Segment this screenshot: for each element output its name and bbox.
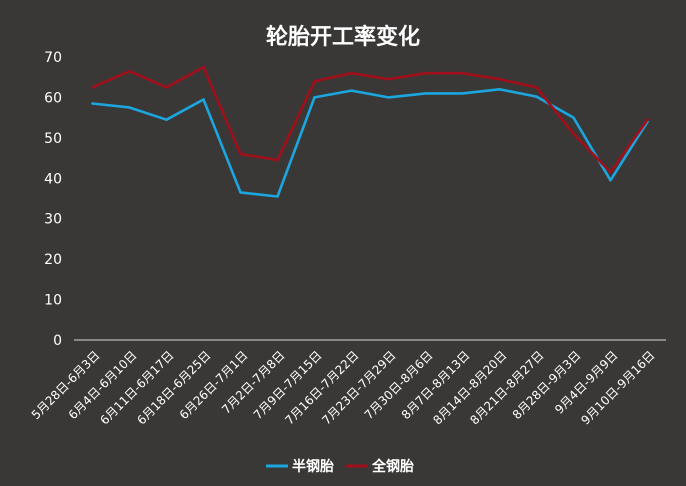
legend-label: 全钢胎 [371,458,414,475]
data-point [202,98,205,101]
data-point [535,86,538,89]
data-point [350,72,353,75]
data-point [572,116,575,119]
data-point [498,88,501,91]
y-axis: 0 10 20 30 40 50 60 70 [44,50,62,349]
y-tick-label: 70 [44,50,62,66]
data-point [350,89,353,92]
series-layer [91,65,649,198]
y-tick-label: 40 [44,171,62,187]
y-tick-label: 50 [44,131,62,147]
data-point [165,118,168,121]
y-tick-label: 60 [44,90,62,106]
data-point [572,132,575,135]
data-point [276,158,279,162]
y-tick-label: 0 [53,333,62,349]
data-point [91,102,94,105]
y-tick-label: 20 [44,252,62,268]
data-point [313,96,316,99]
data-point [387,96,390,99]
legend: 半钢胎 全钢胎 [266,458,414,475]
legend-label: 半钢胎 [292,458,334,475]
data-point [424,72,427,75]
data-point [535,95,538,98]
data-point [424,92,427,95]
data-point [91,86,94,89]
data-point [313,80,316,83]
data-point [498,78,501,81]
data-point [646,118,649,121]
data-point [165,86,168,89]
series-line-1 [91,88,649,198]
data-point [202,65,205,69]
series-line-2 [91,65,649,174]
data-point [128,70,131,73]
data-point [461,92,464,95]
chart-title: 轮胎开工率变化 [266,24,420,50]
y-tick-label: 30 [44,212,62,228]
data-point [609,171,612,174]
data-point [239,191,242,194]
data-point [276,195,279,198]
data-point [461,72,464,75]
data-point [609,179,612,182]
data-point [128,106,131,109]
y-tick-label: 10 [44,293,62,309]
data-point [387,78,390,81]
data-point [239,152,242,156]
